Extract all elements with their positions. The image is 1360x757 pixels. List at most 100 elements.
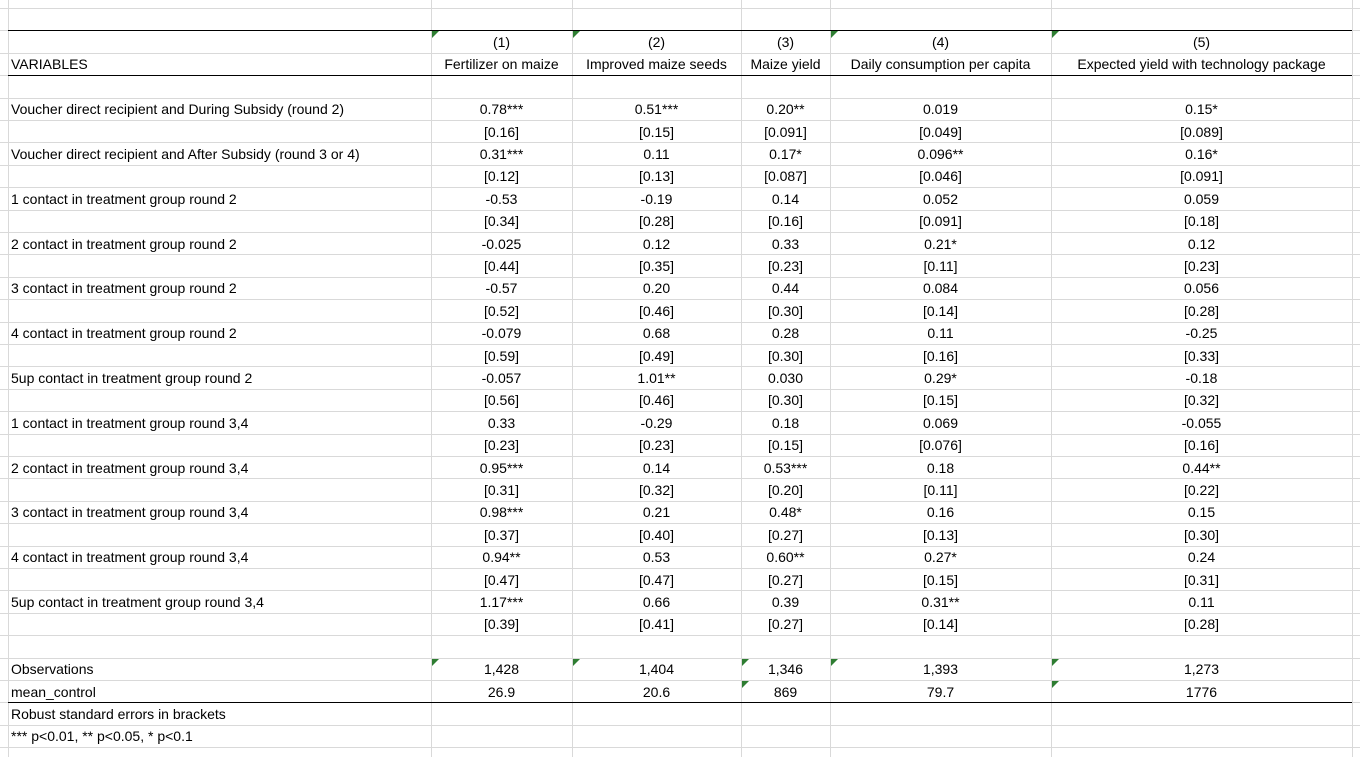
standard-error: [0.33]: [1183, 347, 1220, 364]
coefficient: 0.12: [642, 235, 671, 252]
grid-line: [0, 388, 1360, 390]
coefficient: -0.055: [1181, 414, 1222, 431]
grid-line: [0, 500, 1360, 502]
coefficient: 0.069: [922, 414, 959, 431]
coefficient: -0.29: [640, 414, 673, 431]
grid-line: [830, 0, 831, 757]
standard-error: [0.30]: [767, 392, 804, 409]
footer-value: 20.6: [642, 683, 671, 700]
error-indicator: [742, 681, 749, 688]
standard-error: [0.11]: [923, 481, 958, 498]
standard-error: [0.23]: [767, 257, 804, 274]
error-indicator: [1052, 658, 1059, 666]
coefficient: 0.21: [642, 504, 671, 521]
coefficient: -0.53: [485, 190, 518, 207]
grid-line: [0, 366, 1360, 368]
variable-label: 1 contact in treatment group round 2: [11, 190, 237, 207]
coefficient: 0.53***: [763, 459, 808, 476]
variable-label: 1 contact in treatment group round 3,4: [11, 414, 249, 431]
standard-error: [0.16]: [922, 347, 959, 364]
coefficient: 0.68: [642, 325, 671, 342]
row-header-label: VARIABLES: [11, 56, 88, 73]
column-number: (3): [776, 33, 795, 50]
coefficient: 0.059: [1183, 190, 1220, 207]
coefficient: 0.28: [771, 325, 800, 342]
standard-error: [0.59]: [483, 347, 520, 364]
error-indicator: [573, 658, 580, 666]
standard-error: [0.47]: [638, 571, 675, 588]
coefficient: -0.19: [640, 190, 673, 207]
footer-label: Observations: [11, 661, 94, 678]
standard-error: [0.15]: [638, 123, 675, 140]
coefficient: 0.084: [922, 280, 959, 297]
coefficient: 0.052: [922, 190, 959, 207]
standard-error: [0.46]: [638, 302, 675, 319]
grid-line: [1352, 0, 1353, 757]
variable-label: Voucher direct recipient and During Subs…: [11, 101, 345, 118]
coefficient: 0.21*: [924, 235, 957, 252]
column-header: Expected yield with technology package: [1077, 56, 1326, 73]
standard-error: [0.31]: [483, 481, 520, 498]
coefficient: 0.11: [1188, 593, 1215, 610]
coefficient: -0.18: [1185, 369, 1218, 386]
column-header: Fertilizer on maize: [444, 56, 559, 73]
standard-error: [0.27]: [767, 526, 804, 543]
border-line: [8, 75, 1352, 77]
coefficient: 0.44: [771, 280, 800, 297]
grid-line: [8, 0, 9, 757]
footer-value: 1,393: [922, 661, 959, 678]
grid-line: [0, 433, 1360, 435]
column-number: (5): [1192, 33, 1211, 50]
coefficient: 0.16: [926, 504, 955, 521]
standard-error: [0.14]: [922, 616, 959, 633]
grid-line: [0, 680, 1360, 681]
coefficient: 0.33: [487, 414, 516, 431]
standard-error: [0.37]: [483, 526, 520, 543]
grid-line: [0, 97, 1360, 99]
grid-line: [0, 568, 1360, 569]
standard-error: [0.47]: [483, 571, 520, 588]
coefficient: 1.01**: [637, 369, 676, 386]
coefficient: -0.079: [481, 325, 522, 342]
standard-error: [0.28]: [1183, 616, 1220, 633]
coefficient: -0.057: [481, 369, 522, 386]
standard-error: [0.16]: [1183, 437, 1220, 454]
coefficient: 0.20**: [766, 101, 805, 118]
standard-error: [0.15]: [922, 392, 959, 409]
coefficient: -0.025: [481, 235, 522, 252]
standard-error: [0.46]: [638, 392, 675, 409]
grid-line: [0, 8, 1360, 9]
variable-label: 5up contact in treatment group round 3,4: [11, 593, 264, 610]
grid-line: [0, 635, 1360, 637]
coefficient: 1.17***: [479, 593, 524, 610]
coefficient: 0.94**: [482, 549, 521, 566]
coefficient: 0.056: [1183, 280, 1220, 297]
grid-line: [0, 657, 1360, 659]
variable-label: 2 contact in treatment group round 2: [11, 235, 237, 252]
standard-error: [0.56]: [483, 392, 520, 409]
standard-error: [0.049]: [919, 123, 962, 140]
standard-error: [0.15]: [767, 437, 804, 454]
column-header: Maize yield: [750, 56, 821, 73]
coefficient: -0.57: [485, 280, 518, 297]
standard-error: [0.49]: [638, 347, 675, 364]
coefficient: 0.16*: [1185, 145, 1218, 162]
variable-label: 5up contact in treatment group round 2: [11, 369, 253, 386]
coefficient: 0.60**: [766, 549, 805, 566]
grid-line: [0, 321, 1360, 323]
grid-line: [0, 164, 1360, 166]
grid-line: [0, 142, 1360, 144]
grid-line: [0, 254, 1360, 256]
standard-error: [0.14]: [922, 302, 959, 319]
grid-line: [0, 209, 1360, 211]
standard-error: [0.44]: [483, 257, 520, 274]
standard-error: [0.23]: [483, 437, 520, 454]
standard-error: [0.27]: [767, 571, 804, 588]
coefficient: 0.95***: [479, 459, 524, 476]
coefficient: 0.53: [642, 549, 671, 566]
grid-line: [0, 276, 1360, 278]
footer-value: 1,273: [1183, 661, 1220, 678]
standard-error: [0.28]: [1183, 302, 1220, 319]
standard-error: [0.23]: [638, 437, 675, 454]
footer-label: mean_control: [11, 683, 96, 700]
